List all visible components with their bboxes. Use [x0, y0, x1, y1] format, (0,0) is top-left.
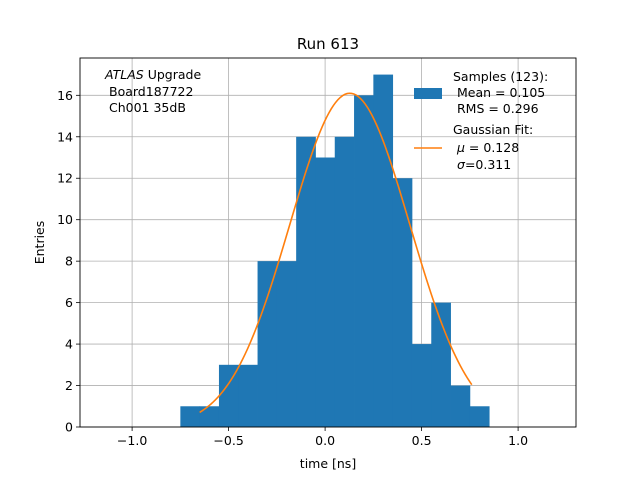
histogram-bar — [411, 344, 432, 427]
histogram-bar — [238, 364, 258, 427]
annotation-atlas: ATLAS — [104, 67, 144, 82]
legend-samples-rms: RMS = 0.296 — [453, 101, 539, 116]
legend: Samples (123): Mean = 0.105 RMS = 0.296 … — [414, 69, 548, 172]
legend-fit-title: Gaussian Fit: — [453, 122, 533, 137]
histogram-bar — [373, 74, 394, 428]
histogram-bar — [469, 406, 490, 427]
histogram-bar — [180, 406, 201, 427]
chart-title: Run 613 — [297, 35, 359, 53]
gaussian-fit-line — [199, 92, 473, 414]
y-tick-label: 2 — [65, 378, 73, 393]
histogram-bar — [218, 364, 239, 427]
svg-text:ATLAS Upgrade: ATLAS Upgrade — [104, 67, 201, 82]
atlas-annotation: ATLAS Upgrade Board187722 Ch001 35dB — [104, 67, 201, 115]
x-tick-label: 0.0 — [315, 433, 335, 448]
y-axis-label: Entries — [32, 221, 47, 265]
axes-frame — [79, 57, 577, 428]
y-tick-label: 10 — [57, 212, 73, 227]
axis-ticks: −1.0 −0.5 0.0 0.5 1.0 0 2 4 6 8 10 12 14 16 — [57, 88, 528, 448]
histogram-bar — [199, 406, 220, 427]
legend-fit-sigma-value: =0.311 — [465, 157, 511, 172]
legend-fit-mu-value: = 0.128 — [465, 140, 519, 155]
svg-text:μ = 0.128: μ = 0.128 — [456, 140, 519, 155]
x-tick-label: −0.5 — [213, 433, 243, 448]
annotation-upgrade: Upgrade — [144, 67, 202, 82]
legend-samples-title: Samples (123): — [453, 69, 548, 84]
histogram-bar — [354, 95, 374, 427]
annotation-board: Board187722 — [109, 84, 193, 99]
histogram-bar — [450, 385, 471, 427]
y-tick-label: 8 — [65, 254, 73, 269]
histogram-bar — [392, 178, 413, 427]
histogram-bar — [257, 261, 278, 427]
x-axis-label: time [ns] — [300, 456, 356, 471]
x-tick-label: 0.5 — [412, 433, 432, 448]
histogram-bars — [180, 74, 490, 428]
svg-text:σ=0.311: σ=0.311 — [457, 157, 511, 172]
y-tick-label: 14 — [57, 129, 73, 144]
histogram-bar — [276, 261, 297, 427]
y-tick-label: 12 — [57, 171, 73, 186]
y-tick-label: 6 — [65, 295, 73, 310]
histogram-bar — [296, 136, 316, 428]
histogram-bar — [334, 136, 355, 428]
legend-fit-mu-symbol: μ — [456, 140, 465, 155]
y-tick-label: 16 — [57, 88, 73, 103]
y-tick-label: 0 — [65, 420, 73, 435]
gaussian-fit-curve — [199, 92, 473, 414]
legend-samples-swatch — [414, 88, 442, 99]
histogram-bar — [315, 157, 336, 427]
y-tick-label: 4 — [65, 337, 73, 352]
legend-fit-sigma-symbol: σ — [457, 157, 466, 172]
x-tick-label: 1.0 — [508, 433, 528, 448]
annotation-channel: Ch001 35dB — [109, 100, 186, 115]
legend-samples-mean: Mean = 0.105 — [453, 85, 545, 100]
x-tick-label: −1.0 — [117, 433, 147, 448]
